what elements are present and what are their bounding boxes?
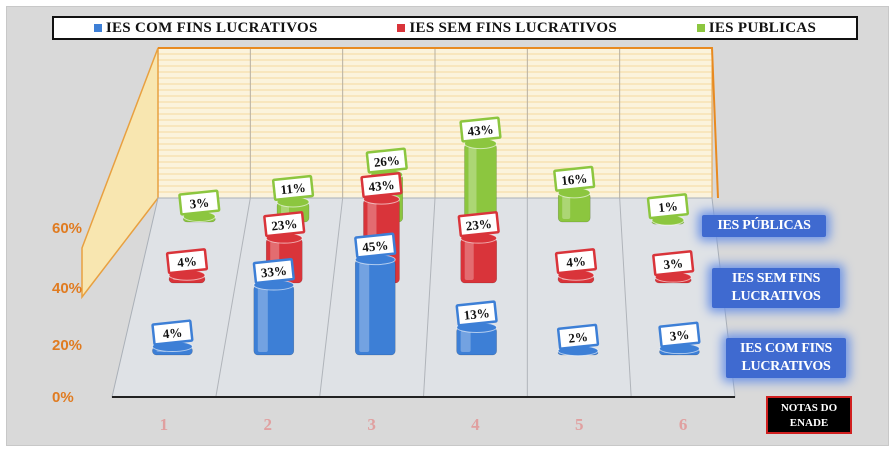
legend-label: IES PUBLICAS: [708, 19, 817, 36]
svg-text:43%: 43%: [368, 177, 395, 195]
svg-text:3%: 3%: [189, 195, 210, 212]
legend-swatch-blue: [93, 24, 102, 32]
svg-text:16%: 16%: [561, 171, 588, 189]
bar-publicas-4: [463, 138, 497, 223]
bar-sem-fins-4: [460, 232, 498, 284]
x-tick-label: 2: [264, 415, 273, 434]
bar-com-fins-3: [354, 254, 396, 356]
x-tick-label: 5: [575, 415, 584, 434]
chart-bars: [151, 138, 700, 357]
x-tick-label: 4: [471, 415, 480, 434]
value-label: 33%: [252, 257, 295, 285]
value-label: 4%: [165, 248, 209, 275]
svg-text:4%: 4%: [162, 325, 183, 342]
value-label: 3%: [178, 189, 221, 216]
legend-item-com-fins: IES COM FINS LUCRATIVOS: [93, 19, 318, 37]
x-tick-label: 6: [679, 415, 688, 434]
value-label: 1%: [646, 193, 690, 220]
legend-item-publicas: IES PUBLICAS: [696, 19, 817, 37]
y-tick-label: 0%: [52, 389, 74, 406]
bar-com-fins-4: [456, 321, 498, 356]
value-label: 4%: [151, 319, 194, 346]
floor-divider: [215, 197, 251, 398]
legend-swatch-red: [397, 24, 406, 32]
value-label: 23%: [263, 211, 306, 238]
svg-text:4%: 4%: [177, 253, 198, 270]
chart-value-labels: 3% 11% 26% 43% 16% 1% 4% 23% 43% 23% 4% 3% 4% 33% 45% 1…: [151, 116, 701, 350]
depth-label-publicas: IES PÚBLICAS: [702, 215, 826, 237]
svg-text:23%: 23%: [271, 216, 298, 234]
x-axis-title: NOTAS DO ENADE: [766, 396, 852, 434]
x-tick-label: 3: [367, 415, 376, 434]
y-tick-label: 40%: [52, 280, 82, 297]
depth-label-com-fins: IES COM FINS LUCRATIVOS: [726, 338, 846, 378]
svg-text:45%: 45%: [362, 237, 389, 255]
svg-text:26%: 26%: [373, 152, 400, 170]
wall-outline: [158, 47, 719, 199]
value-label: 26%: [365, 147, 408, 174]
legend-swatch-green: [696, 24, 705, 32]
left-wall: [81, 47, 159, 300]
chart-legend: IES COM FINS LUCRATIVOS IES SEM FINS LUC…: [52, 16, 858, 40]
x-tick-label: 1: [160, 415, 169, 434]
value-label: 2%: [556, 323, 600, 350]
value-label: 11%: [271, 174, 315, 202]
legend-label: IES SEM FINS LUCRATIVOS: [409, 19, 617, 36]
svg-text:11%: 11%: [280, 180, 307, 198]
floor-divider: [319, 197, 344, 398]
svg-text:3%: 3%: [669, 327, 690, 344]
value-label: 23%: [457, 211, 500, 238]
floor-divider: [619, 197, 632, 398]
value-label: 16%: [553, 165, 596, 192]
y-tick-label: 60%: [52, 220, 82, 237]
svg-text:1%: 1%: [657, 198, 678, 215]
svg-text:4%: 4%: [566, 253, 587, 270]
legend-label: IES COM FINS LUCRATIVOS: [105, 19, 318, 36]
value-label: 3%: [658, 321, 701, 348]
y-tick-label: 20%: [52, 337, 82, 354]
svg-text:43%: 43%: [467, 121, 494, 139]
value-label: 13%: [455, 300, 498, 327]
bar-sem-fins-6: [654, 271, 692, 284]
bar-publicas-5: [557, 187, 591, 223]
value-label: 4%: [554, 248, 598, 275]
bar-com-fins-2: [253, 279, 295, 356]
depth-label-sem-fins: IES SEM FINS LUCRATIVOS: [712, 268, 840, 308]
svg-text:3%: 3%: [663, 255, 684, 272]
value-label: 45%: [354, 232, 397, 259]
value-label: 43%: [360, 172, 403, 199]
chart-axes: 0% 20% 40% 60% 1 2 3 4 5 6: [52, 220, 735, 434]
floor-divider: [423, 197, 436, 398]
value-label: 3%: [652, 250, 695, 277]
svg-text:2%: 2%: [568, 329, 589, 346]
svg-text:13%: 13%: [463, 305, 490, 323]
svg-text:33%: 33%: [260, 263, 287, 281]
svg-text:23%: 23%: [465, 216, 492, 234]
floor: [111, 197, 736, 398]
value-label: 43%: [459, 116, 502, 143]
legend-item-sem-fins: IES SEM FINS LUCRATIVOS: [397, 20, 617, 37]
